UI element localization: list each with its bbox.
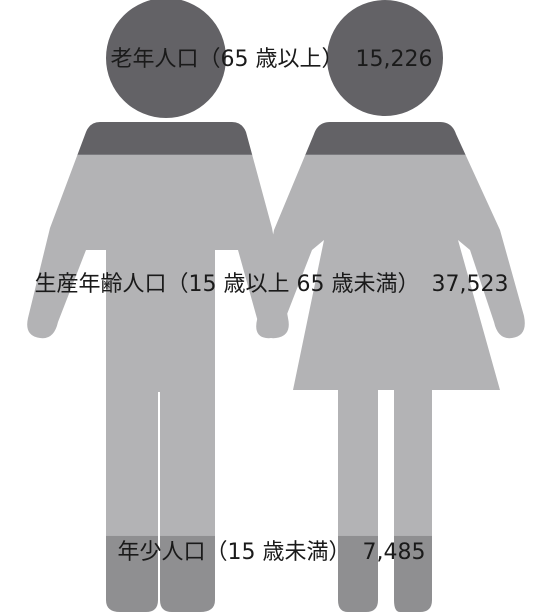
chart: 老年人口（65 歳以上） 15,226 生産年齢人口（15 歳以上 65 歳未満） 3… <box>0 0 543 612</box>
category-label: 生産年齢人口（15 歳以上 65 歳未満） <box>35 272 420 297</box>
segment <box>0 0 543 155</box>
figures <box>0 0 543 612</box>
value-label: 37,523 <box>432 272 509 297</box>
segment-label: 老年人口（65 歳以上） 15,226 <box>111 47 433 72</box>
category-label: 老年人口（65 歳以上） <box>111 47 344 72</box>
segment-label: 年少人口（15 歳未満） 7,485 <box>118 540 426 565</box>
value-label: 7,485 <box>363 540 426 565</box>
segment <box>0 155 543 537</box>
category-label: 年少人口（15 歳未満） <box>118 540 351 565</box>
value-label: 15,226 <box>356 47 433 72</box>
segment-label: 生産年齢人口（15 歳以上 65 歳未満） 37,523 <box>35 272 509 297</box>
